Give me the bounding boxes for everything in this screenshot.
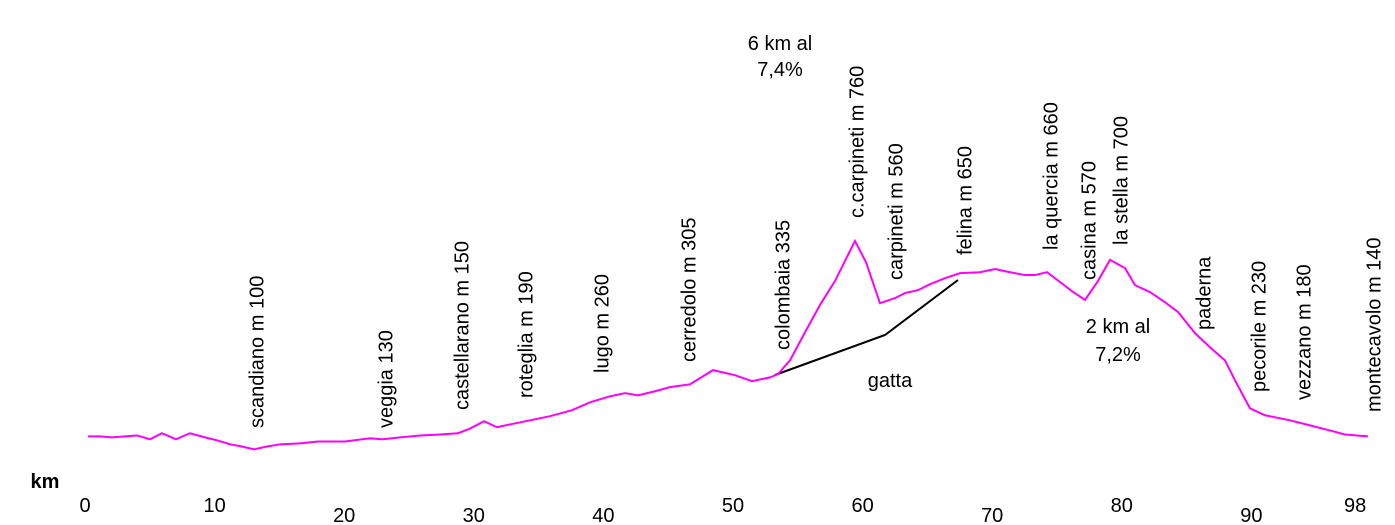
place-label: carpineti m 560 — [885, 143, 907, 280]
place-label: vezzano m 180 — [1293, 264, 1315, 400]
place-label: pecorile m 230 — [1248, 261, 1270, 392]
place-label: la quercia m 660 — [1040, 102, 1062, 250]
x-tick-label: 98 — [1344, 495, 1366, 517]
place-label: roteglia m 190 — [515, 271, 537, 398]
place-label: colombaia 335 — [772, 220, 794, 350]
annotation: 7,2% — [1095, 344, 1141, 366]
place-label: paderna — [1193, 256, 1215, 330]
place-label: montecavolo m 140 — [1363, 237, 1385, 412]
annotation: gatta — [868, 370, 913, 392]
place-label: scandiano m 100 — [246, 276, 268, 428]
x-tick-label: 60 — [851, 495, 873, 517]
x-tick-label: 10 — [203, 495, 225, 517]
x-tick-label: 50 — [722, 495, 744, 517]
gatta-pointer — [774, 279, 959, 376]
x-tick-label: 30 — [463, 505, 485, 525]
place-label: castellarano m 150 — [451, 241, 473, 410]
annotation: 2 km al — [1086, 316, 1150, 338]
annotation: 7,4% — [757, 59, 803, 81]
place-label: casina m 570 — [1078, 161, 1100, 280]
place-label: veggia 130 — [375, 330, 397, 428]
place-label: lugo m 260 — [591, 274, 613, 373]
x-tick-label: 70 — [981, 505, 1003, 525]
x-axis-label: km — [31, 471, 60, 493]
elevation-line — [87, 238, 1368, 451]
place-label: c.carpineti m 760 — [846, 66, 868, 218]
place-label: cerredolo m 305 — [678, 217, 700, 362]
x-tick-label: 40 — [592, 505, 614, 525]
place-label: la stella m 700 — [1110, 116, 1132, 245]
annotation: 6 km al — [748, 33, 812, 55]
x-tick-label: 0 — [79, 495, 90, 517]
place-label: felina m 650 — [954, 146, 976, 255]
x-tick-label: 90 — [1240, 505, 1262, 525]
x-tick-label: 80 — [1111, 495, 1133, 517]
x-tick-label: 20 — [333, 505, 355, 525]
